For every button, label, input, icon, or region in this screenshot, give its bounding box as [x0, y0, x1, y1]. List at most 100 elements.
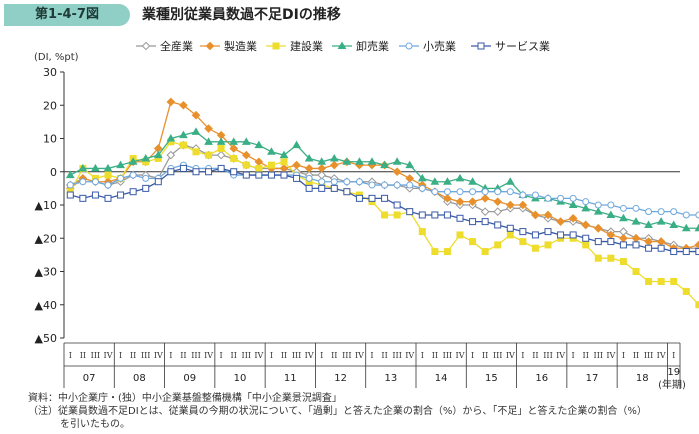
x-tick-label: III [191, 351, 200, 360]
data-point [330, 178, 338, 186]
year-label: 09 [183, 373, 196, 384]
data-point [418, 184, 426, 192]
data-point [355, 157, 364, 165]
data-point [368, 194, 376, 202]
y-axis-label: (DI, %pt) [34, 52, 79, 63]
plot-area [64, 97, 699, 309]
data-point [619, 204, 627, 212]
data-point [192, 148, 200, 156]
data-point [644, 220, 653, 228]
data-point [381, 194, 389, 202]
data-point [317, 157, 327, 165]
figure-number-badge: 第1-4-7図 [4, 4, 130, 26]
x-tick-label: III [493, 351, 502, 360]
data-point [393, 181, 401, 189]
y-tick-label: 30 [43, 66, 57, 79]
data-point [242, 161, 250, 169]
data-point [456, 231, 464, 239]
x-tick-label: II [532, 351, 538, 360]
data-point [179, 130, 188, 139]
data-point [594, 238, 602, 246]
data-point [355, 194, 363, 202]
data-point [65, 170, 75, 179]
y-tick-label: ▲20 [35, 232, 57, 245]
legend-marker [272, 42, 280, 50]
data-point [204, 124, 213, 133]
data-point [494, 221, 502, 229]
year-label: 08 [133, 373, 146, 384]
x-tick-label: II [130, 351, 136, 360]
data-point [280, 171, 288, 179]
data-point [117, 174, 125, 182]
x-tick-label: III [543, 351, 552, 360]
data-point [343, 188, 351, 196]
data-point [456, 188, 464, 196]
data-point [241, 137, 251, 145]
data-point [593, 223, 603, 233]
data-point [318, 184, 326, 192]
data-point [431, 188, 439, 196]
legend-item: 卸売業 [332, 39, 389, 53]
x-tick-label: II [381, 351, 387, 360]
data-point [607, 238, 615, 246]
x-tick-label: II [583, 351, 589, 360]
notes: 資料：中小企業庁・(独）中小企業基盤整備機構「中小企業景況調査」 （注）従業員数… [28, 392, 693, 431]
x-tick-label: I [421, 351, 424, 360]
data-point [91, 178, 99, 186]
x-tick-label: I [672, 351, 675, 360]
data-point [355, 178, 363, 186]
data-point [117, 191, 125, 199]
data-point [205, 168, 213, 176]
data-point [669, 220, 679, 228]
data-point [582, 241, 590, 249]
data-point [481, 218, 489, 226]
data-point [594, 254, 602, 262]
data-point [142, 184, 150, 192]
x-tick-label: I [119, 351, 122, 360]
legend-marker [405, 42, 413, 50]
legend-item: サービス業 [471, 40, 550, 53]
x-tick-label: III [292, 351, 301, 360]
data-point [544, 241, 552, 249]
data-point [544, 228, 552, 236]
definition-note: （注）従業員数過不足DIとは、従業員の今期の状況について、「過剰」と答えた企業の… [28, 406, 647, 417]
data-point [254, 140, 264, 149]
data-point [582, 234, 590, 242]
source-note: 資料：中小企業庁・(独）中小企業基盤整備機構「中小企業景況調査」 [28, 393, 342, 404]
x-tick-label: I [521, 351, 524, 360]
x-tick-label: II [331, 351, 337, 360]
data-point [531, 191, 539, 199]
data-point [91, 163, 100, 172]
x-tick-label: III [141, 351, 150, 360]
data-point [469, 238, 477, 246]
data-point [670, 208, 678, 216]
data-point [292, 160, 301, 170]
data-point [607, 201, 615, 209]
data-point [556, 217, 565, 226]
data-point [280, 158, 288, 166]
legend-item: 全産業 [136, 39, 193, 53]
x-tick-label: III [594, 351, 603, 360]
data-point [267, 171, 275, 179]
data-point [443, 188, 451, 196]
data-point [632, 204, 640, 212]
data-point [381, 211, 389, 219]
data-point [393, 211, 401, 219]
data-point [166, 134, 176, 142]
data-point [167, 168, 175, 176]
data-point [216, 150, 226, 160]
data-point [619, 233, 628, 243]
data-point [519, 238, 527, 246]
data-point [304, 164, 314, 173]
legend-marker [337, 41, 347, 49]
data-point [519, 228, 527, 236]
data-point [531, 210, 540, 220]
y-tick-label: 10 [43, 133, 57, 146]
series-5 [66, 164, 699, 256]
data-point [619, 241, 627, 249]
x-tick-label: II [180, 351, 186, 360]
data-point [594, 201, 602, 209]
legend-item: 小売業 [399, 40, 456, 53]
data-point [406, 181, 414, 189]
data-point [531, 244, 539, 252]
